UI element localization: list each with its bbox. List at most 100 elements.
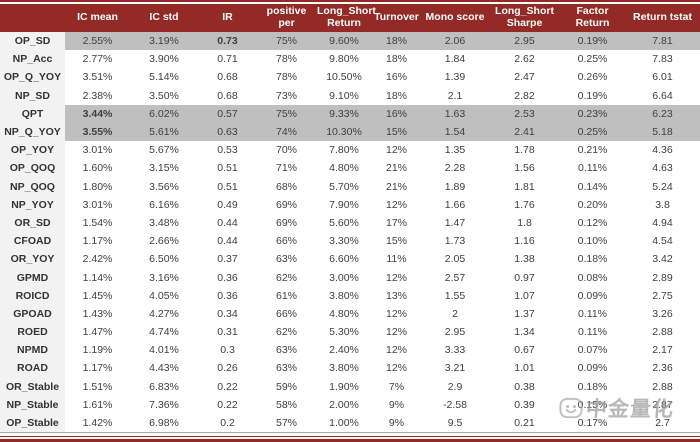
row-label-cell: NP_YOY	[0, 195, 65, 214]
value-cell: 1.17%	[65, 232, 130, 251]
value-cell: 2.42%	[65, 250, 130, 269]
value-cell: 69%	[257, 195, 316, 214]
value-cell: 10.50%	[316, 68, 372, 87]
value-cell: 0.67	[489, 341, 560, 360]
table-row: NP_YOY 3.01% 6.16% 0.49 69% 7.90% 12% 1.66 1.76 0…	[0, 195, 700, 214]
value-cell: 2.57	[421, 268, 489, 287]
bottom-border-rule	[0, 436, 700, 442]
value-cell: 1.63	[421, 104, 489, 123]
value-cell: 2.77%	[65, 50, 130, 69]
value-cell: 0.39	[489, 395, 560, 414]
row-label-cell: OR_SD	[0, 213, 65, 233]
value-cell: 78%	[257, 68, 316, 87]
value-cell: 3.01%	[65, 195, 130, 214]
value-cell: 69%	[257, 213, 316, 233]
value-cell: 6.50%	[130, 250, 198, 269]
value-cell: 15%	[372, 122, 421, 142]
table-row: GPMD 1.14% 3.16% 0.36 62% 3.00% 12% 2.57 0.97 0.0…	[0, 268, 700, 287]
value-cell: 3.50%	[130, 86, 198, 105]
value-cell: 2.7	[625, 413, 700, 434]
value-cell: 0.12%	[560, 213, 625, 233]
value-cell: 1.01	[489, 359, 560, 378]
value-cell: 7.81	[625, 32, 700, 51]
value-cell: 2.88	[625, 323, 700, 342]
value-cell: 2.00%	[316, 395, 372, 414]
value-cell: 9%	[372, 413, 421, 434]
row-label-cell: ROICD	[0, 286, 65, 305]
value-cell: 1.78	[489, 141, 560, 160]
value-cell: 0.3	[198, 341, 257, 360]
value-cell: 5.18	[625, 122, 700, 142]
value-cell: 1.34	[489, 323, 560, 342]
value-cell: 18%	[372, 50, 421, 69]
value-cell: 3.33	[421, 341, 489, 360]
value-cell: 4.05%	[130, 286, 198, 305]
value-cell: 0.10%	[560, 232, 625, 251]
column-header: Long_Short Return	[316, 4, 376, 32]
value-cell: 2	[421, 304, 489, 323]
value-cell: 1.54%	[65, 213, 130, 233]
value-cell: 0.11%	[560, 323, 625, 342]
value-cell: 1.00%	[316, 413, 372, 434]
value-cell: 1.60%	[65, 159, 130, 178]
value-cell: 2.40%	[316, 341, 372, 360]
value-cell: 0.17%	[560, 413, 625, 434]
value-cell: 0.18%	[560, 250, 625, 269]
value-cell: 0.53	[198, 141, 257, 160]
table-row: ROICD 1.45% 4.05% 0.36 61% 3.80% 13% 1.55 1.07 0.…	[0, 286, 700, 305]
column-header: Long_Short Sharpe	[489, 4, 560, 32]
table-row: OP_Q_YOY 3.51% 5.14% 0.68 78% 10.50% 16% 1.39 2.…	[0, 68, 700, 87]
value-cell: 1.84	[421, 50, 489, 69]
corner-header-cell	[0, 4, 65, 32]
value-cell: 2.36	[625, 359, 700, 378]
column-header: IC std	[130, 4, 198, 32]
value-cell: 1.61%	[65, 395, 130, 414]
row-label-cell: NP_Acc	[0, 50, 65, 69]
top-border-rule	[0, 0, 700, 2]
value-cell: 2.89	[625, 268, 700, 287]
value-cell: 1.55	[421, 286, 489, 305]
value-cell: 4.54	[625, 232, 700, 251]
value-cell: 13%	[372, 286, 421, 305]
table-row: NPMD 1.19% 4.01% 0.3 63% 2.40% 12% 3.33 0.67 0.07…	[0, 341, 700, 360]
value-cell: 1.17%	[65, 359, 130, 378]
value-cell: 0.25%	[560, 50, 625, 69]
value-cell: 1.80%	[65, 177, 130, 196]
value-cell: 6.23	[625, 104, 700, 123]
value-cell: 62%	[257, 323, 316, 342]
value-cell: 3.80%	[316, 286, 372, 305]
value-cell: 71%	[257, 159, 316, 178]
value-cell: 6.60%	[316, 250, 372, 269]
value-cell: 2.38%	[65, 86, 130, 105]
table-row: ROED 1.47% 4.74% 0.31 62% 5.30% 12% 2.95 1.34 0.1…	[0, 323, 700, 342]
value-cell: 0.57	[198, 104, 257, 123]
table-row: QPT 3.44% 6.02% 0.57 75% 9.33% 16% 1.63 2.53 0.23…	[0, 104, 700, 123]
value-cell: 3.51%	[65, 68, 130, 87]
value-cell: 3.56%	[130, 177, 198, 196]
value-cell: 2.66%	[130, 232, 198, 251]
value-cell: 0.34	[198, 304, 257, 323]
value-cell: 2.53	[489, 104, 560, 123]
value-cell: 3.30%	[316, 232, 372, 251]
value-cell: 12%	[372, 304, 421, 323]
value-cell: 2.06	[421, 32, 489, 51]
value-cell: 1.37	[489, 304, 560, 323]
value-cell: 9%	[372, 395, 421, 414]
value-cell: 4.74%	[130, 323, 198, 342]
value-cell: 10.30%	[316, 122, 372, 142]
value-cell: 0.36	[198, 268, 257, 287]
value-cell: 2.62	[489, 50, 560, 69]
value-cell: 2.75	[625, 286, 700, 305]
value-cell: 0.49	[198, 195, 257, 214]
row-label-cell: OR_Stable	[0, 377, 65, 396]
table-row: OP_Stable 1.42% 6.98% 0.2 57% 1.00% 9% 9.5 0.21 0…	[0, 413, 700, 434]
value-cell: 2.55%	[65, 32, 130, 51]
value-cell: 17%	[372, 213, 421, 233]
table-row: GPOAD 1.43% 4.27% 0.34 66% 4.80% 12% 2 1.37 0.11%…	[0, 304, 700, 323]
value-cell: 0.23%	[560, 104, 625, 123]
value-cell: 68%	[257, 177, 316, 196]
value-cell: 2.1	[421, 86, 489, 105]
value-cell: 63%	[257, 341, 316, 360]
value-cell: 1.76	[489, 195, 560, 214]
